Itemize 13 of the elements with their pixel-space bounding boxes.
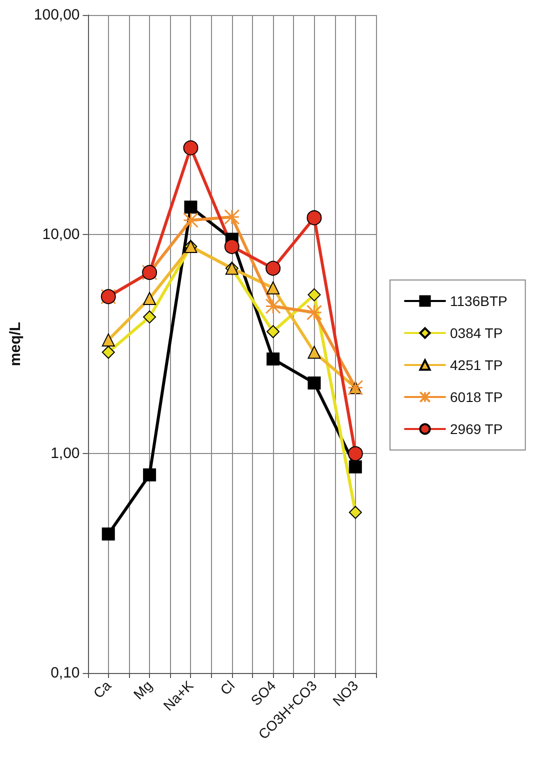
- legend-label: 2969 TP: [450, 421, 503, 437]
- y-axis-title: meq/L: [7, 322, 24, 366]
- y-tick-label: 0,10: [50, 664, 80, 682]
- x-tick-label: Mg: [130, 677, 156, 702]
- legend-label: 4251 TP: [450, 357, 503, 373]
- x-tick-label: Cl: [216, 677, 238, 698]
- y-tick-label: 1,00: [50, 445, 80, 462]
- legend-label: 1136BTP: [450, 293, 508, 309]
- y-tick-label: 100,00: [34, 6, 80, 24]
- legend-label: 0384 TP: [450, 325, 503, 341]
- y-tick-label: 10,00: [42, 226, 80, 243]
- x-tick-label: Ca: [90, 677, 114, 702]
- legend-label: 6018 TP: [450, 389, 503, 405]
